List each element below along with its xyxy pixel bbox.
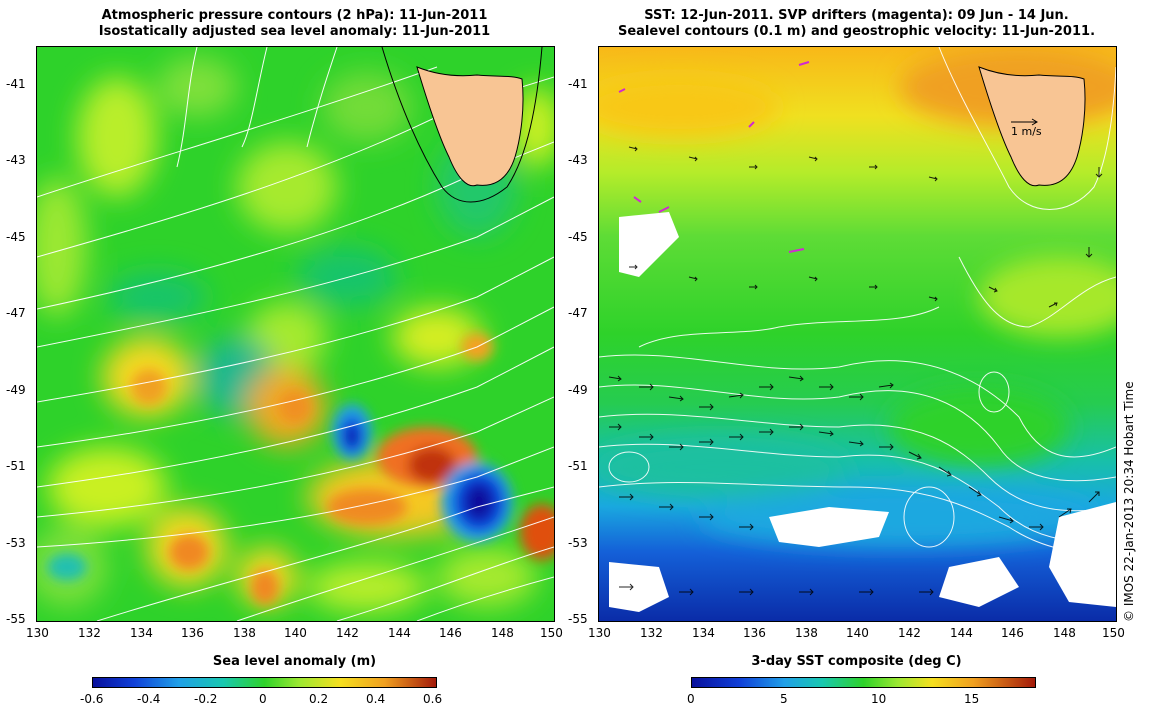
lat-tick: -55 xyxy=(6,612,26,626)
lon-tick: 136 xyxy=(743,626,766,640)
right-title: SST: 12-Jun-2011. SVP drifters (magenta)… xyxy=(598,8,1115,40)
lat-tick: -47 xyxy=(568,306,588,320)
lon-tick: 134 xyxy=(130,626,153,640)
lat-tick: -41 xyxy=(568,77,588,91)
sst-colorbar-label: 3-day SST composite (deg C) xyxy=(751,654,962,669)
lon-tick: 150 xyxy=(1102,626,1125,640)
lon-tick: 140 xyxy=(846,626,869,640)
lat-tick: -49 xyxy=(568,383,588,397)
sla-cbar-tick: -0.4 xyxy=(137,692,161,706)
lat-tick: -51 xyxy=(6,459,26,473)
lat-tick: -55 xyxy=(568,612,588,626)
sst-cbar-tick: 5 xyxy=(780,692,788,706)
svp-drifters xyxy=(618,61,810,253)
lon-tick: 136 xyxy=(181,626,204,640)
sst-cbar-tick: 15 xyxy=(964,692,980,706)
lon-tick: 142 xyxy=(898,626,921,640)
lat-tick: -43 xyxy=(6,153,26,167)
lon-tick: 138 xyxy=(795,626,818,640)
lon-tick: 132 xyxy=(78,626,101,640)
left-title: Atmospheric pressure contours (2 hPa): 1… xyxy=(36,8,553,40)
sst-cbar-tick: 0 xyxy=(687,692,695,706)
imos-credit: © IMOS 22-Jan-2013 20:34 Hobart Time xyxy=(1122,381,1136,622)
lon-tick: 142 xyxy=(336,626,359,640)
geostrophic-velocity-arrows xyxy=(608,146,1103,596)
sla-colorbar-label: Sea level anomaly (m) xyxy=(212,654,377,669)
right-title-line1: SST: 12-Jun-2011. SVP drifters (magenta)… xyxy=(644,8,1069,23)
lon-tick: 130 xyxy=(26,626,49,640)
lat-tick: -43 xyxy=(568,153,588,167)
sealevel-contours xyxy=(599,47,1116,554)
lon-tick: 140 xyxy=(284,626,307,640)
lat-tick: -45 xyxy=(568,230,588,244)
sla-cbar-tick: 0.4 xyxy=(366,692,386,706)
left-title-line1: Atmospheric pressure contours (2 hPa): 1… xyxy=(101,8,488,23)
lat-tick: -49 xyxy=(6,383,26,397)
sst-cbar-tick: 10 xyxy=(871,692,887,706)
sst-map: 1 m/s xyxy=(598,46,1117,622)
lon-tick: 144 xyxy=(388,626,411,640)
tasmania-land xyxy=(416,66,524,187)
lon-tick: 130 xyxy=(588,626,611,640)
right-title-line2: Sealevel contours (0.1 m) and geostrophi… xyxy=(617,24,1096,39)
lon-tick: 138 xyxy=(233,626,256,640)
lat-tick: -41 xyxy=(6,77,26,91)
lon-tick: 144 xyxy=(950,626,973,640)
lon-tick: 148 xyxy=(491,626,514,640)
sla-cbar-tick: 0 xyxy=(259,692,267,706)
velocity-scale-arrow xyxy=(1011,118,1038,126)
tasmania-land xyxy=(978,66,1086,187)
lon-tick: 148 xyxy=(1053,626,1076,640)
pressure-contours xyxy=(37,47,554,621)
sla-map xyxy=(36,46,555,622)
velocity-scale-label: 1 m/s xyxy=(1011,125,1042,138)
sst-field xyxy=(599,47,1116,621)
lon-tick: 146 xyxy=(439,626,462,640)
lon-tick: 150 xyxy=(540,626,563,640)
cloud-mask xyxy=(609,212,1116,612)
lat-tick: -45 xyxy=(6,230,26,244)
sst-colorbar xyxy=(691,677,1036,688)
sla-colorbar xyxy=(92,677,437,688)
sla-cbar-tick: 0.6 xyxy=(423,692,443,706)
sla-cbar-tick: -0.6 xyxy=(80,692,104,706)
sla-cbar-tick: -0.2 xyxy=(194,692,218,706)
lat-tick: -51 xyxy=(568,459,588,473)
lat-tick: -53 xyxy=(568,536,588,550)
lon-tick: 146 xyxy=(1001,626,1024,640)
left-title-line2: Isostatically adjusted sea level anomaly… xyxy=(98,24,491,39)
lon-tick: 134 xyxy=(692,626,715,640)
lat-tick: -53 xyxy=(6,536,26,550)
lat-tick: -47 xyxy=(6,306,26,320)
lon-tick: 132 xyxy=(640,626,663,640)
sla-field xyxy=(37,47,554,621)
sla-cbar-tick: 0.2 xyxy=(309,692,329,706)
